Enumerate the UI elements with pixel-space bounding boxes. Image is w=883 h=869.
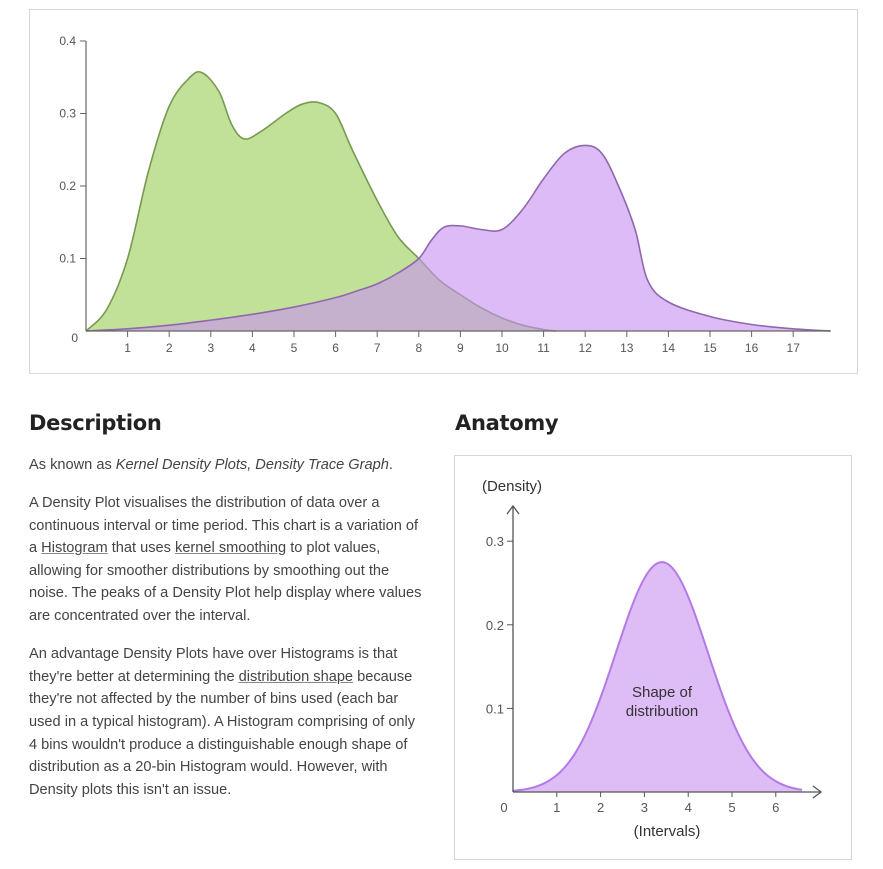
x-axis-arrow-icon [812, 785, 823, 799]
p3-text-a: An advantage Density Plots have over His… [29, 646, 398, 685]
anatomy-panel: 0.3 0.2 0.1 0 1 2 3 4 5 6 (Density) (Intervals) Shap… [454, 455, 852, 860]
anatomy-heading: Anatomy [455, 411, 559, 435]
x-tick-label: 11 [537, 341, 550, 355]
anatomy-x-tick-label: 0 [500, 800, 507, 815]
anatomy-x-tick-label: 1 [553, 800, 560, 815]
kernel-smoothing-link[interactable]: kernel smoothing [175, 540, 287, 557]
y-tick-label: 0.2 [59, 179, 76, 193]
series-line-1 [85, 144, 831, 332]
x-tick-label: 3 [207, 341, 214, 355]
x-tick-label: 15 [703, 341, 717, 355]
description-heading: Description [29, 411, 162, 435]
density-chart-panel: 0.4 0.3 0.2 0.1 0 1 2 3 4 5 6 7 8 9 10 11 12 13 14 15 16 17 [29, 9, 858, 374]
intro-suffix: . [388, 457, 393, 473]
x-tick-label: 7 [374, 341, 381, 355]
series-area-1 [86, 145, 831, 331]
anatomy-x-tick-label: 2 [597, 800, 604, 815]
x-tick-label: 14 [662, 341, 676, 355]
anatomy-x-axis-label: (Intervals) [634, 823, 701, 840]
density-chart: 0.40.30.20.101 2 3 4 5 6 7 8 9 10 11 12 13 14 15 16 17 [59, 34, 831, 355]
intro-prefix: As known as [29, 457, 116, 473]
x-tick-label: 8 [415, 341, 422, 355]
anatomy-x-tick-label: 6 [772, 800, 779, 815]
description-body: As known as Kernel Density Plots, Densit… [29, 454, 424, 817]
p2-text-a: A Density Plot visualises the distributi… [29, 495, 419, 557]
histogram-link[interactable]: Histogram [41, 540, 108, 557]
x-tick-label: 6 [332, 341, 339, 355]
distribution-shape-link[interactable]: distribution shape [238, 668, 354, 685]
y-tick-label: 0.3 [59, 107, 76, 121]
anatomy-chart: 0.3 0.2 0.1 0 1 2 3 4 5 6 (Density) (Intervals) Shap… [482, 478, 823, 840]
anatomy-y-tick-label: 0.3 [486, 534, 504, 549]
x-tick-label: 10 [495, 341, 509, 355]
x-tick-label: 17 [787, 341, 801, 355]
annotation-line-2: distribution [626, 703, 699, 720]
anatomy-x-tick-label: 4 [685, 800, 692, 815]
x-tick-label: 1 [124, 341, 131, 355]
y-tick-label: 0.1 [59, 252, 76, 266]
intro-alias-names: Kernel Density Plots, Density Trace Grap… [115, 457, 389, 473]
y-tick-label: 0 [71, 331, 78, 345]
anatomy-y-axis-label: (Density) [482, 478, 542, 495]
anatomy-x-tick-label: 3 [641, 800, 648, 815]
y-tick-label: 0.4 [59, 34, 76, 48]
x-tick-label: 12 [579, 341, 593, 355]
annotation-line-1: Shape of [632, 684, 693, 701]
distribution-line [512, 561, 803, 792]
distribution-area [513, 562, 803, 792]
p2-text-b: that uses [107, 540, 176, 557]
x-tick-label: 5 [291, 341, 298, 355]
p2-text-c: to plot values, allowing for smoother di… [29, 540, 422, 625]
x-tick-label: 9 [457, 341, 464, 355]
x-tick-label: 2 [166, 341, 173, 355]
anatomy-y-tick-label: 0.1 [486, 701, 504, 716]
p3-text-b: because they're not affected by the numb… [29, 668, 416, 798]
anatomy-y-tick-label: 0.2 [486, 618, 504, 633]
x-tick-label: 13 [620, 341, 634, 355]
y-axis-arrow-icon [506, 504, 520, 515]
description-paragraph-3: An advantage Density Plots have over His… [29, 643, 424, 801]
description-intro: As known as Kernel Density Plots, Densit… [29, 454, 424, 477]
anatomy-x-tick-label: 5 [728, 800, 735, 815]
x-tick-label: 16 [745, 341, 759, 355]
series-area-0 [86, 71, 557, 331]
x-tick-label: 4 [249, 341, 256, 355]
description-paragraph-2: A Density Plot visualises the distributi… [29, 492, 424, 628]
